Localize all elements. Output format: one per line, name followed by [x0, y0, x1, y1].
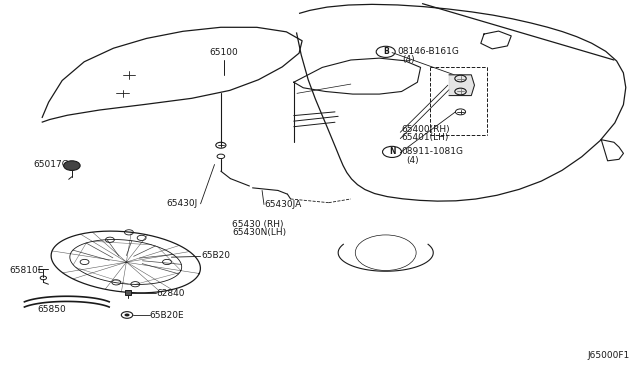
Text: 65B20E: 65B20E: [150, 311, 184, 320]
Text: 08146-B161G: 08146-B161G: [397, 47, 459, 56]
Text: 65430JA: 65430JA: [264, 200, 301, 209]
Text: 62840: 62840: [156, 289, 185, 298]
Text: B: B: [383, 47, 388, 56]
Text: (4): (4): [406, 156, 419, 165]
Text: 65B20: 65B20: [202, 251, 231, 260]
Polygon shape: [449, 75, 474, 96]
Text: 65430J: 65430J: [166, 199, 197, 208]
Text: 65810E: 65810E: [9, 266, 44, 275]
Text: J65000F1: J65000F1: [588, 351, 630, 360]
Text: 65401(LH): 65401(LH): [401, 133, 449, 142]
Text: 65430N(LH): 65430N(LH): [232, 228, 287, 237]
Text: N: N: [388, 147, 396, 156]
Text: 65017G: 65017G: [33, 160, 68, 169]
Text: (4): (4): [402, 55, 415, 64]
Bar: [125, 290, 131, 295]
Text: 65850: 65850: [37, 305, 66, 314]
Text: 65400(RH): 65400(RH): [401, 125, 450, 134]
Text: 65100: 65100: [210, 48, 239, 57]
Circle shape: [63, 161, 80, 170]
Circle shape: [125, 314, 129, 317]
Text: 65430 (RH): 65430 (RH): [232, 220, 284, 229]
Text: 08911-1081G: 08911-1081G: [401, 147, 463, 156]
